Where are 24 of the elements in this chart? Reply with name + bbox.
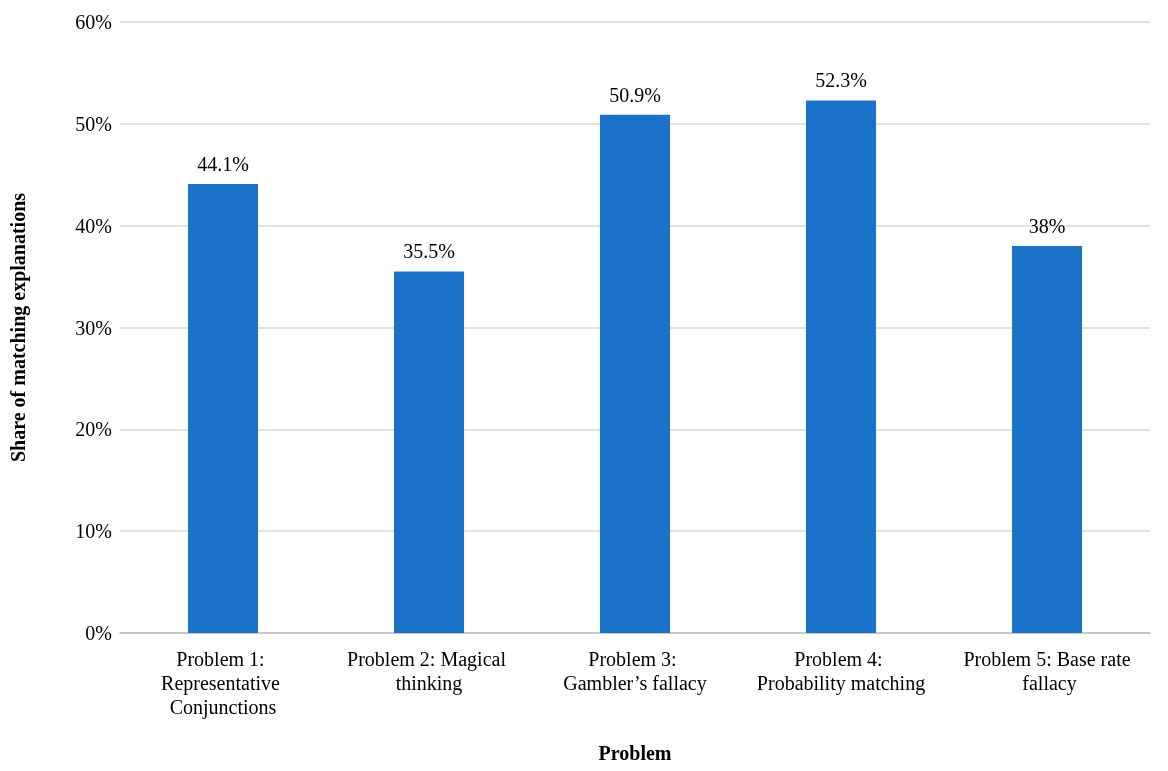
y-tick-label: 30% [75,316,112,339]
data-label: 35.5% [403,240,455,263]
y-tick-label: 60% [75,11,112,33]
y-tick-label: 40% [75,214,112,237]
x-tick-label: Problem 2: Magical thinking [347,648,511,695]
y-tick-label: 50% [75,112,112,135]
y-axis-title: Share of matching explanations [7,192,30,463]
bar [805,100,877,633]
data-label: 44.1% [197,152,249,175]
x-tick-label: Problem 4: Probability matching [756,648,926,695]
y-tick-label: 20% [75,418,112,441]
bar [599,114,671,633]
x-tick-label: Problem 3: Gambler’s fallacy [563,648,707,695]
x-axis-title: Problem [598,742,672,764]
bar [393,271,465,633]
data-label: 38% [1028,215,1066,238]
x-tick-label: Problem 5: Base rate fallacy [963,648,1131,695]
y-tick-label: 0% [85,622,112,644]
bar [1011,246,1083,633]
bar [187,183,259,633]
data-label: 52.3% [815,69,867,92]
data-label: 50.9% [609,83,661,106]
y-tick-label: 10% [75,520,112,543]
x-tick-label: Problem 1: Representative Conjunctions [161,648,285,719]
